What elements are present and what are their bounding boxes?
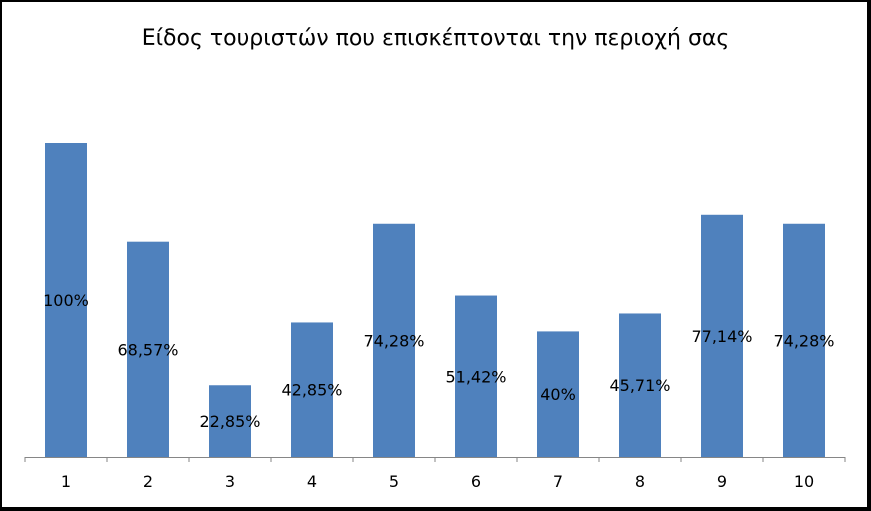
bar-2: [127, 241, 169, 457]
x-tick-label: 10: [794, 472, 814, 491]
data-label: 22,85%: [199, 412, 260, 431]
x-tick-label: 5: [389, 472, 399, 491]
x-tick-label: 4: [307, 472, 317, 491]
bar-5: [373, 223, 415, 457]
data-label: 51,42%: [445, 367, 506, 386]
bar-4: [291, 322, 333, 457]
bar-7: [537, 331, 579, 457]
data-label: 77,14%: [691, 327, 752, 346]
data-label: 100%: [43, 291, 89, 310]
x-tick-label: 6: [471, 472, 481, 491]
data-label: 68,57%: [117, 340, 178, 359]
bar-9: [701, 214, 743, 457]
x-tick-label: 2: [143, 472, 153, 491]
data-label: 74,28%: [363, 331, 424, 350]
x-tick-label: 7: [553, 472, 563, 491]
x-tick-label: 8: [635, 472, 645, 491]
data-label: 74,28%: [773, 331, 834, 350]
x-tick-label: 9: [717, 472, 727, 491]
data-label: 42,85%: [281, 381, 342, 400]
data-label: 45,71%: [609, 376, 670, 395]
bar-8: [619, 313, 661, 457]
bar-10: [783, 223, 825, 457]
bar-3: [209, 385, 251, 457]
x-tick-label: 3: [225, 472, 235, 491]
bar-6: [455, 295, 497, 457]
x-tick-label: 1: [61, 472, 71, 491]
chart-title: Είδος τουριστών που επισκέπτονται την πε…: [141, 26, 730, 51]
bar-1: [45, 143, 87, 457]
data-label: 40%: [540, 385, 576, 404]
